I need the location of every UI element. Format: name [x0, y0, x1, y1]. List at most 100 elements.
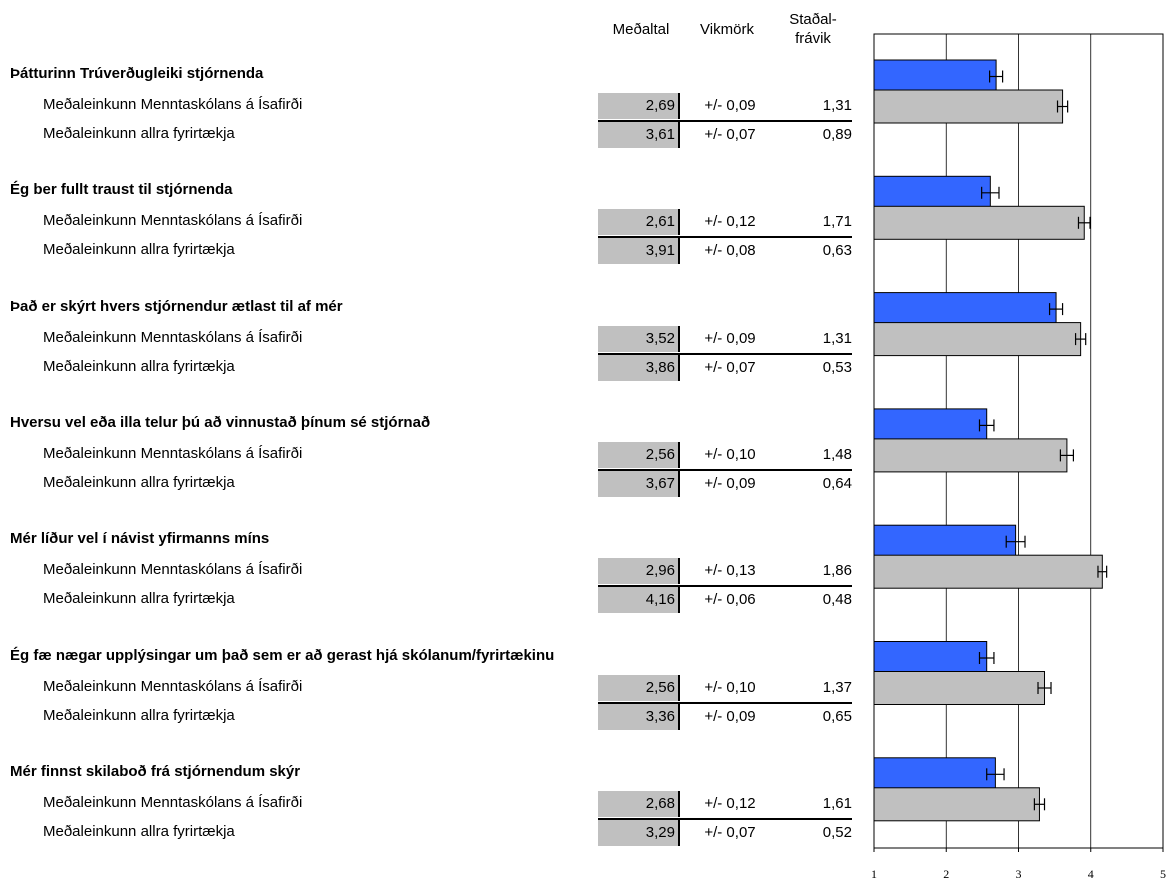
bar-school — [873, 175, 991, 210]
bar-all — [873, 322, 1082, 357]
mean-divider — [678, 587, 680, 614]
mean-divider — [678, 674, 680, 701]
row-label: Meðaleinkunn Menntaskólans á Ísafirði — [43, 561, 303, 579]
mean-value: 3,67 — [598, 470, 678, 497]
bar-all — [873, 787, 1040, 822]
row-label: Meðaleinkunn allra fyrirtækja — [43, 590, 235, 608]
header-sd-line2: frávik — [795, 30, 831, 47]
x-tick-label: 4 — [1088, 867, 1094, 881]
group-title: Mér finnst skilaboð frá stjórnendum skýr — [10, 762, 301, 780]
margin-of-error: +/- 0,07 — [704, 126, 756, 143]
std-dev: 0,64 — [822, 474, 852, 492]
row-separator — [598, 236, 852, 239]
margin-of-error: +/- 0,07 — [704, 358, 756, 376]
header-sd-line1: Staðal- — [789, 11, 837, 28]
margin-of-error: +/- 0,10 — [704, 678, 756, 696]
x-tick-label: 5 — [1160, 867, 1166, 881]
row-label: Meðaleinkunn allra fyrirtækja — [43, 125, 235, 142]
row-label: Meðaleinkunn Menntaskólans á Ísafirði — [43, 677, 303, 695]
mean-value: 2,68 — [598, 790, 678, 817]
row-label: Meðaleinkunn Menntaskólans á Ísafirði — [43, 212, 303, 230]
bar-all — [873, 89, 1064, 124]
group-title: Mér líður vel í návist yfirmanns míns — [10, 530, 270, 548]
bar-all — [873, 671, 1046, 705]
row-separator — [598, 701, 852, 704]
std-dev: 0,52 — [822, 823, 852, 841]
row-label: Meðaleinkunn Menntaskólans á Ísafirði — [43, 328, 303, 346]
group-title: Ég ber fullt traust til stjórnenda — [10, 181, 233, 199]
std-dev: 0,89 — [822, 126, 852, 143]
mean-divider — [678, 325, 680, 352]
row-label: Meðaleinkunn Menntaskólans á Ísafirði — [43, 793, 303, 811]
row-label: Meðaleinkunn allra fyrirtækja — [43, 822, 235, 840]
mean-divider — [678, 703, 680, 730]
x-tick-label: 3 — [1016, 867, 1022, 881]
std-dev: 1,37 — [822, 678, 852, 696]
mean-divider — [678, 93, 680, 119]
margin-of-error: +/- 0,09 — [704, 97, 756, 114]
row-label: Meðaleinkunn Menntaskólans á Ísafirði — [43, 444, 303, 462]
header-moe: Vikmörk — [700, 21, 754, 38]
mean-value: 3,36 — [598, 703, 678, 730]
margin-of-error: +/- 0,10 — [704, 445, 756, 463]
margin-of-error: +/- 0,09 — [704, 474, 756, 492]
std-dev: 1,86 — [822, 562, 852, 580]
group-title: Þátturinn Trúverðugleiki stjórnenda — [10, 65, 264, 82]
bar-school — [873, 641, 988, 675]
row-separator — [598, 817, 852, 820]
bar-school — [873, 59, 997, 94]
group-title: Það er skýrt hvers stjórnendur ætlast ti… — [10, 297, 343, 315]
mean-value: 3,91 — [598, 238, 678, 265]
std-dev: 0,63 — [822, 242, 852, 260]
margin-of-error: +/- 0,09 — [704, 329, 756, 347]
mean-divider — [678, 122, 680, 148]
margin-of-error: +/- 0,13 — [704, 562, 756, 580]
mean-divider — [678, 558, 680, 585]
row-separator — [598, 352, 852, 355]
mean-divider — [678, 209, 680, 236]
row-label: Meðaleinkunn allra fyrirtækja — [43, 706, 235, 724]
std-dev: 1,48 — [822, 445, 852, 463]
mean-value: 3,86 — [598, 354, 678, 381]
bar-all — [873, 438, 1068, 473]
std-dev: 0,48 — [822, 591, 852, 609]
x-tick-label: 1 — [871, 867, 877, 881]
margin-of-error: +/- 0,07 — [704, 823, 756, 841]
std-dev: 1,71 — [822, 213, 852, 231]
mean-value: 2,61 — [598, 209, 678, 236]
mean-value: 2,96 — [598, 558, 678, 585]
std-dev: 1,31 — [822, 97, 852, 114]
mean-value: 2,56 — [598, 674, 678, 701]
row-label: Meðaleinkunn Menntaskólans á Ísafirði — [43, 96, 303, 113]
margin-of-error: +/- 0,12 — [704, 213, 756, 231]
header-mean: Meðaltal — [612, 21, 670, 38]
row-label: Meðaleinkunn allra fyrirtækja — [43, 241, 235, 259]
bar-all — [873, 554, 1103, 589]
row-label: Meðaleinkunn allra fyrirtækja — [43, 357, 235, 375]
bar-school — [873, 524, 1017, 559]
mean-divider — [678, 790, 680, 817]
mean-divider — [678, 354, 680, 381]
mean-value: 4,16 — [598, 587, 678, 614]
std-dev: 0,65 — [822, 707, 852, 725]
margin-of-error: +/- 0,06 — [704, 591, 756, 609]
std-dev: 0,53 — [822, 358, 852, 376]
mean-divider — [678, 238, 680, 265]
group-title: Ég fæ nægar upplýsingar um það sem er að… — [10, 646, 555, 664]
bar-all — [873, 205, 1085, 240]
margin-of-error: +/- 0,12 — [704, 794, 756, 812]
mean-value: 3,61 — [598, 122, 678, 148]
mean-value: 2,56 — [598, 441, 678, 468]
std-dev: 1,61 — [822, 794, 852, 812]
mean-divider — [678, 470, 680, 497]
row-separator — [598, 468, 852, 471]
mean-value: 2,69 — [598, 93, 678, 119]
mean-divider — [678, 441, 680, 468]
group-title: Hversu vel eða illa telur þú að vinnusta… — [10, 413, 431, 431]
margin-of-error: +/- 0,08 — [704, 242, 756, 260]
mean-value: 3,52 — [598, 325, 678, 352]
bar-school — [873, 292, 1057, 327]
row-separator — [598, 585, 852, 588]
std-dev: 1,31 — [822, 329, 852, 347]
x-tick-label: 2 — [943, 867, 949, 881]
